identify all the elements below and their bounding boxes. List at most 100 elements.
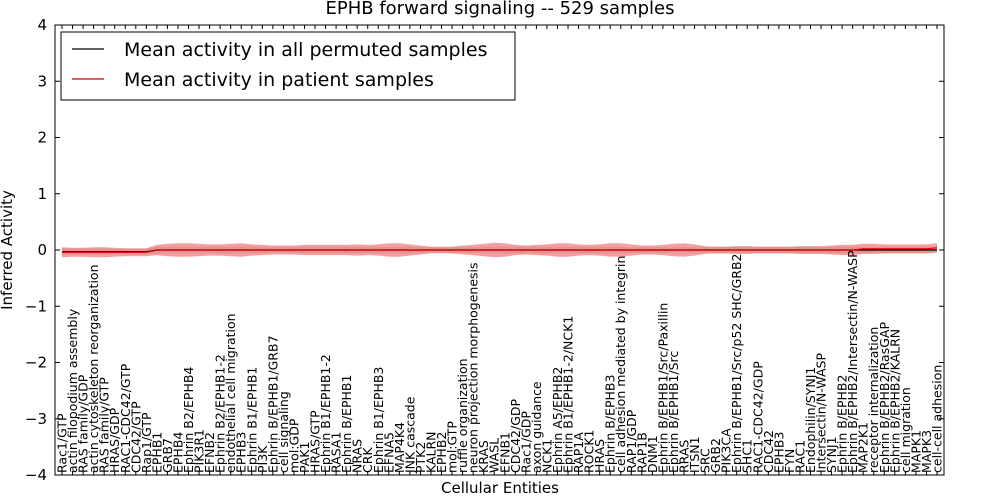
x-tick-label: Ephrin B1/EPHB1-2: [318, 354, 333, 473]
x-tick-label: NRAS: [350, 439, 365, 473]
x-tick-label: Intersectin/N-WASP: [814, 353, 829, 473]
x-tick-label: GRB7: [160, 438, 175, 473]
x-tick-label: actin filopodium assembly: [65, 308, 80, 473]
legend-box: [60, 31, 516, 101]
x-tick-label: ROCK1: [582, 430, 597, 473]
x-tick-label: KRAS: [476, 440, 491, 473]
x-tick-label: Ephrin B/EPHB1: [339, 375, 354, 473]
x-tick-label: CDC42: [761, 430, 776, 473]
x-tick-label: RAS family/GDP: [76, 374, 91, 473]
x-tick-label: SYNJ1: [824, 436, 839, 473]
y-tick-label: −4: [25, 466, 47, 484]
x-tick-label: Ephrin B1/EPHB3: [371, 367, 386, 473]
x-tick-label: cell-cell adhesion: [930, 365, 945, 473]
x-tick-label: KALRN: [424, 431, 439, 473]
x-tick-label: Ephrin B1/EPHB1: [244, 367, 259, 473]
x-tick-label: Ephrin B2/EPHB1-2: [213, 354, 228, 473]
x-tick-label: NCK1: [539, 439, 554, 473]
x-tick-label: WASL: [487, 438, 502, 473]
x-tick-label: EPHB3: [234, 432, 249, 473]
x-tick-label: mol:GTP: [445, 421, 460, 473]
x-axis: [61, 25, 938, 475]
legend-label-permuted: Mean activity in all permuted samples: [124, 39, 487, 61]
x-tick-label: CDC42/GDP: [508, 398, 523, 473]
x-tick-label: EFNA5: [381, 432, 396, 473]
x-tick-label: cell migration: [898, 387, 913, 473]
y-tick-label: 2: [37, 129, 47, 147]
x-tick-label: PTK2: [413, 442, 428, 473]
x-tick-label: Ephrin B/EPHB1/Src/p52 SHC/GRB2: [729, 254, 744, 474]
x-tick-label: JNK cascade: [402, 396, 417, 474]
x-tick-label: HRAS/GTP: [308, 410, 323, 473]
series-lines: [62, 247, 938, 253]
x-tick-label: Endophilin/SYNJ1: [803, 367, 818, 473]
x-tick-label: EFNB2: [202, 432, 217, 473]
x-tick-label: Rap1/GTP: [139, 412, 154, 473]
x-tick-label: endothelial cell migration: [223, 313, 238, 473]
x-tick-label: RAP1B: [634, 432, 649, 473]
x-tick-label: HRAS: [592, 439, 607, 473]
x-tick-label: EPHB4: [171, 432, 186, 473]
x-tick-label: EPHB1: [149, 432, 164, 473]
x-tick-label: RRAS: [677, 440, 692, 473]
chart-title: EPHB forward signaling -- 529 samples: [326, 0, 675, 19]
x-tick-label: SRC: [698, 448, 713, 473]
x-tick-label: EPHB2: [434, 432, 449, 473]
x-tick-label: DNM1: [645, 435, 660, 473]
x-tick-label: cell adhesion mediated by integrin: [613, 256, 628, 473]
x-tick-label: PIK3R1: [192, 429, 207, 473]
x-tick-label: CRK: [360, 447, 375, 473]
x-tick-label: PI3K: [255, 445, 270, 473]
x-axis-label: Cellular Entities: [441, 479, 559, 497]
x-tick-label: RASA1: [329, 432, 344, 473]
x-tick-label: RAP1/GDP: [624, 409, 639, 473]
x-tick-label: RAS family/GTP: [97, 377, 112, 473]
legend: Mean activity in all permuted samples Me…: [60, 31, 516, 101]
x-tick-label: EPHB3: [771, 432, 786, 473]
x-tick-label: receptor internalization: [866, 327, 881, 473]
x-tick-label: Ephrin B2/EPHB4: [181, 367, 196, 473]
x-tick-label: Ephrin B/EPHB3: [603, 375, 618, 473]
x-tick-label: RAC1: [793, 440, 808, 473]
y-tick-label: 4: [37, 16, 47, 34]
x-tick-label: ruffle organization: [455, 358, 470, 473]
x-tick-label: Ephrin B/EPHB2/Intersectin/N-WASP: [845, 250, 860, 473]
x-tick-label: RAP1A: [571, 432, 586, 473]
x-tick-label: FYN: [782, 449, 797, 473]
y-tick-label: 3: [37, 72, 47, 90]
x-tick-label: RAC1-CDC42/GTP: [118, 363, 133, 473]
x-tick-label: MAP4K4: [392, 422, 407, 473]
x-tick-label: mol:GDP: [286, 418, 301, 473]
y-tick-label: −2: [25, 354, 47, 372]
x-tick-label: GRB2: [708, 438, 723, 473]
y-tick-label: −1: [25, 297, 47, 315]
line-series-1: [62, 247, 938, 253]
y-tick-label: −3: [25, 410, 47, 428]
x-tick-label: MAPK3: [919, 430, 934, 473]
x-tick-label: Rac1/GDP: [518, 411, 533, 473]
legend-label-patient: Mean activity in patient samples: [124, 69, 434, 91]
x-tick-label: MAP2K1: [856, 422, 871, 473]
y-tick-label: 0: [37, 241, 47, 259]
x-tick-label: Ephrin B/EPHB2/KALRN: [887, 329, 902, 473]
x-tick-label: Rac1/GTP: [55, 413, 70, 473]
x-tick-label: SHC1: [740, 439, 755, 473]
x-tick-label: CDC42/GTP: [128, 401, 143, 473]
y-axis-label: Inferred Activity: [0, 190, 16, 310]
x-tick-label: cell signaling: [276, 391, 291, 473]
x-tick-label: Ephrin B/EPHB1/Src: [666, 351, 681, 473]
x-tick-label: neuron projection morphogenesis: [466, 262, 481, 473]
x-tick-label: RAC1-CDC42/GDP: [750, 361, 765, 473]
x-tick-label: Ephrin A5/EPHB2: [550, 367, 565, 473]
x-tick-label: ITSN1: [687, 436, 702, 473]
x-tick-label: PAK1: [297, 442, 312, 473]
x-tick-label: Ephrin B/EPHB2: [835, 375, 850, 473]
x-tick-label: MAPK1: [908, 430, 923, 473]
x-tick-label: Ephrin B/EPHB1/Src/Paxillin: [655, 303, 670, 473]
x-tick-label: axon guidance: [529, 381, 544, 473]
y-axis: −4 −3 −2 −1 0 1 2 3 4: [25, 16, 944, 484]
x-tick-label: Ephrin B/EPHB1/GRB7: [265, 335, 280, 473]
x-tick-label: actin cytoskeleton reorganization: [86, 264, 101, 473]
